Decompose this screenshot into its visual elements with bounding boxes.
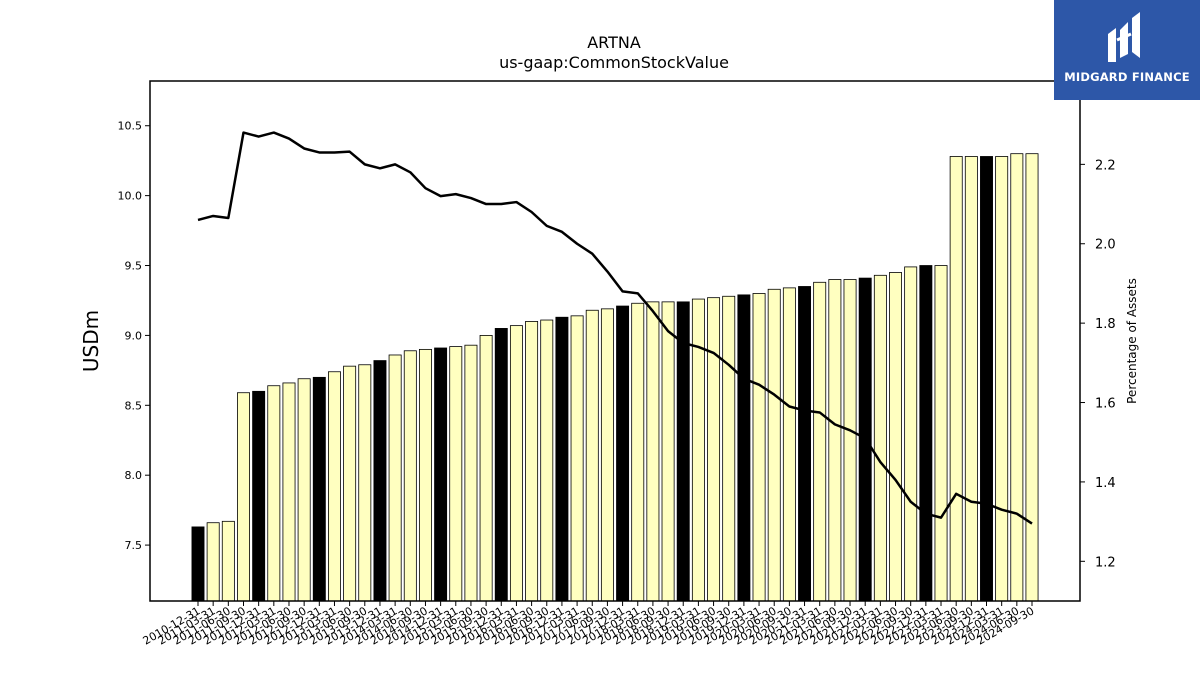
chart-title: ARTNA — [587, 33, 641, 52]
bar — [540, 319, 554, 602]
y-tick-label: 10.0 — [118, 190, 143, 203]
bar — [616, 305, 630, 602]
bar — [661, 301, 675, 602]
bar — [1025, 153, 1039, 602]
bar — [191, 526, 205, 602]
bar — [555, 316, 569, 602]
y-tick-label: 8.0 — [125, 469, 143, 482]
bar — [707, 297, 721, 602]
bar — [919, 265, 933, 602]
bar — [373, 360, 387, 602]
y2-tick-label: 1.2 — [1095, 555, 1116, 570]
bar — [312, 376, 326, 602]
bar — [509, 325, 523, 602]
bar — [752, 293, 766, 602]
y-axis-left: 7.5 8.0 8.5 9.0 9.5 10.0 10.5 — [118, 120, 150, 552]
y2-axis-label: Percentage of Assets — [1125, 278, 1139, 404]
bar — [585, 309, 599, 602]
bar — [267, 385, 281, 602]
bar — [252, 390, 266, 602]
bar — [418, 348, 432, 602]
y2-tick-label: 1.6 — [1095, 397, 1116, 412]
bar — [570, 315, 584, 602]
bar — [600, 308, 614, 602]
bar — [297, 378, 311, 602]
bar — [282, 382, 296, 602]
line-series — [197, 131, 1033, 525]
brand-logo: MIDGARD FINANCE — [1054, 0, 1200, 100]
y2-tick-label: 1.8 — [1095, 317, 1116, 332]
bar — [676, 301, 690, 602]
bar — [782, 287, 796, 602]
bar — [964, 156, 978, 602]
bar-series — [191, 153, 1039, 602]
y-tick-label: 9.0 — [125, 329, 143, 342]
bar — [464, 344, 478, 602]
midgard-logo-icon — [1108, 12, 1140, 62]
bar — [873, 274, 887, 602]
bar — [343, 365, 357, 602]
y-axis-label: USDm — [79, 310, 103, 372]
bar — [691, 298, 705, 602]
bar — [934, 265, 948, 602]
bar — [206, 522, 220, 602]
bar — [328, 371, 341, 602]
bar — [798, 286, 812, 602]
bar — [722, 295, 736, 602]
series-line — [197, 131, 1033, 525]
bar — [403, 350, 417, 602]
bar — [904, 266, 918, 602]
bar — [995, 156, 1009, 602]
bar — [1010, 153, 1024, 602]
y-tick-label: 7.5 — [125, 539, 143, 552]
y-tick-label: 10.5 — [118, 120, 143, 133]
bar — [237, 392, 250, 602]
bar — [843, 279, 857, 602]
bar — [479, 335, 493, 602]
bar — [221, 520, 235, 602]
bar — [646, 301, 660, 602]
bar — [828, 279, 842, 602]
bar — [980, 156, 993, 602]
bar — [434, 347, 448, 602]
bar — [631, 302, 645, 602]
y2-tick-label: 2.2 — [1095, 158, 1116, 173]
bar — [767, 288, 781, 602]
y-tick-label: 9.5 — [125, 260, 143, 273]
bar — [494, 328, 508, 602]
bar — [358, 364, 372, 602]
bar — [449, 346, 463, 602]
chart-subtitle: us-gaap:CommonStockValue — [499, 53, 729, 72]
x-axis: 2010-12-312011-03-312011-06-302011-09-30… — [141, 601, 1037, 648]
brand-name: MIDGARD FINANCE — [1064, 70, 1190, 84]
plot-frame — [149, 80, 1081, 602]
y-axis-right: 1.2 1.4 1.6 1.8 2.0 2.2 — [1080, 158, 1116, 570]
bar — [388, 354, 402, 602]
bar — [737, 294, 751, 602]
y2-tick-label: 1.4 — [1095, 476, 1116, 491]
y2-tick-label: 2.0 — [1095, 238, 1116, 253]
bar — [525, 321, 539, 602]
y-tick-label: 8.5 — [125, 399, 143, 412]
bar — [813, 281, 827, 602]
bar — [889, 272, 902, 602]
bar — [949, 156, 963, 602]
